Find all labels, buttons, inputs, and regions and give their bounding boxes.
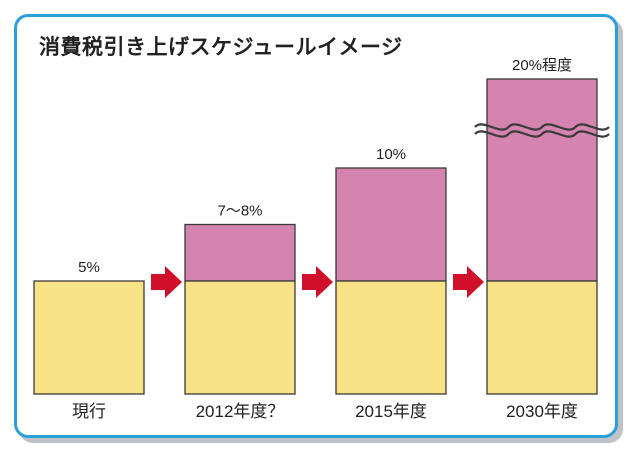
axis-break-line-top (474, 123, 610, 131)
bar-increase-3 (486, 78, 598, 282)
category-label-0: 現行 (72, 402, 106, 421)
arrow-icon-2 (453, 266, 484, 298)
value-label-0: 5% (78, 259, 100, 276)
axis-break-line-bottom (474, 130, 610, 138)
category-label-1: 2012年度？ (196, 402, 285, 421)
bar-base-3 (486, 280, 598, 395)
arrow-icon-0 (151, 266, 182, 298)
category-label-3: 2030年度 (506, 402, 578, 421)
chart-title: 消費税引き上げスケジュールイメージ (39, 35, 403, 59)
arrow-icon-1 (302, 266, 333, 298)
bar-base-1 (184, 280, 296, 395)
bar-base-0 (33, 280, 145, 395)
value-label-1: 7～8% (217, 203, 262, 220)
bar-base-2 (335, 280, 447, 395)
value-label-2: 10% (376, 146, 406, 163)
category-label-2: 2015年度 (355, 402, 427, 421)
value-label-3: 20%程度 (512, 57, 572, 74)
bar-increase-1 (184, 223, 296, 282)
bar-increase-2 (335, 167, 447, 282)
